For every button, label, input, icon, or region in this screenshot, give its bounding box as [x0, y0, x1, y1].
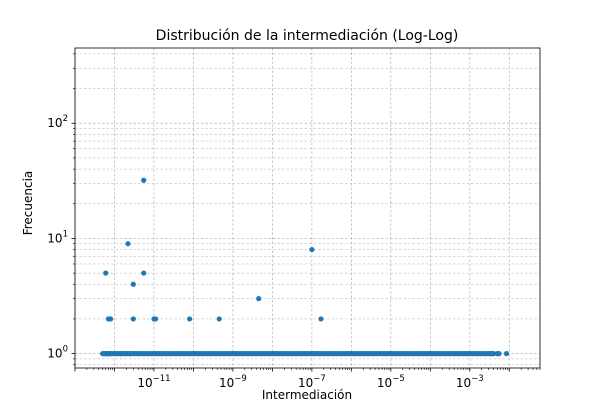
y-tick-label: 100	[47, 345, 68, 361]
x-tick-label: 10−9	[219, 374, 247, 390]
data-point	[216, 316, 222, 322]
data-point	[108, 316, 114, 322]
data-point	[118, 351, 125, 357]
data-point	[108, 351, 114, 357]
data-point	[141, 270, 147, 276]
data-point	[141, 177, 147, 183]
data-point	[103, 270, 109, 276]
data-point	[130, 316, 136, 322]
data-point	[488, 351, 494, 357]
data-points	[99, 177, 510, 357]
data-point	[503, 351, 510, 357]
x-tick-label: 10−11	[137, 374, 170, 390]
data-point	[130, 281, 136, 287]
y-axis-label: Frecuencia	[21, 171, 35, 236]
data-point	[187, 316, 193, 322]
data-point	[496, 351, 502, 357]
data-point	[152, 316, 159, 322]
data-point	[256, 296, 262, 302]
data-point	[309, 246, 315, 253]
x-axis-label: Intermediación	[262, 388, 352, 400]
y-tick-label: 102	[47, 114, 68, 130]
y-tick-label: 101	[47, 229, 68, 245]
plot-frame	[74, 47, 541, 369]
x-tick-label: 10−3	[456, 374, 484, 390]
data-point	[125, 241, 131, 247]
data-point	[127, 351, 133, 357]
x-tick-label: 10−7	[298, 374, 326, 390]
data-point	[318, 316, 324, 322]
chart-title: Distribución de la intermediación (Log-L…	[156, 28, 459, 44]
x-tick-label: 10−5	[377, 374, 405, 390]
axis-ticks: 10−11 10−9 10−7 10−5 10−3 100 101 102	[47, 53, 541, 390]
